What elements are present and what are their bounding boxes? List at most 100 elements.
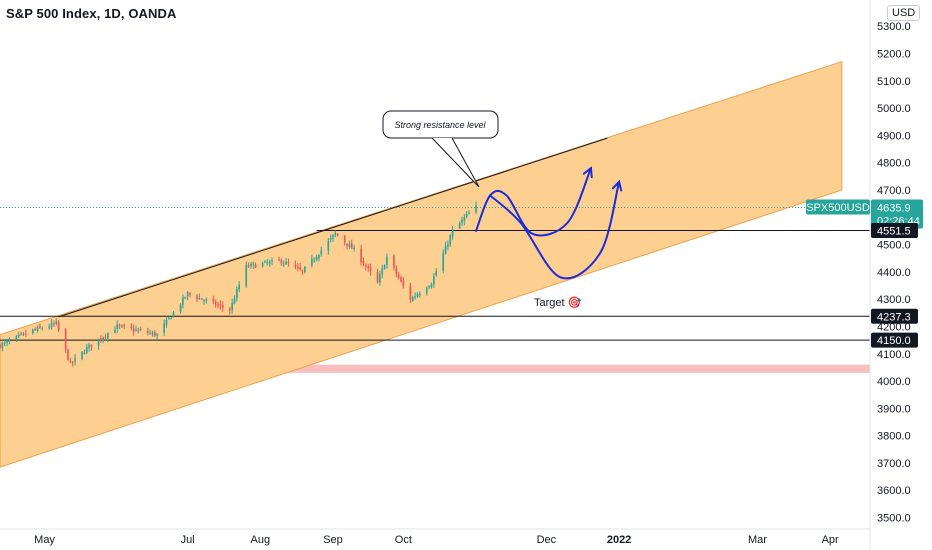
currency-button[interactable]: USD bbox=[887, 5, 921, 21]
candle-body bbox=[360, 248, 362, 263]
candle-body bbox=[458, 222, 461, 229]
candle-body bbox=[294, 264, 297, 267]
price-tick-label: 3500.0 bbox=[877, 513, 911, 525]
candle-body bbox=[233, 299, 236, 304]
candle-body bbox=[186, 292, 189, 297]
candle-body bbox=[39, 326, 41, 328]
candle-body bbox=[97, 339, 100, 346]
candle-body bbox=[301, 270, 304, 272]
price-tick-label: 5000.0 bbox=[877, 103, 911, 115]
candle-body bbox=[381, 268, 384, 275]
candle-body bbox=[329, 237, 332, 240]
candle-body bbox=[425, 288, 428, 294]
price-axis: 3500.0 3600.0 3700.0 3800.0 3900.0 4000.0 4100… bbox=[877, 21, 911, 524]
projection-layer bbox=[475, 166, 623, 280]
time-axis: May Jul Aug Sep Oct Dec 2022 Mar Apr bbox=[34, 534, 839, 546]
candle-body bbox=[168, 317, 170, 319]
price-tick-label: 4900.0 bbox=[877, 130, 911, 142]
candle-body bbox=[163, 323, 165, 333]
candle-body bbox=[353, 247, 355, 250]
last-price-tag-bg bbox=[871, 199, 923, 229]
candle-body bbox=[409, 285, 412, 301]
projection-arrowhead-1 bbox=[582, 166, 593, 179]
candle-body bbox=[8, 340, 11, 343]
price-tick-label: 4500.0 bbox=[877, 240, 911, 252]
candle-body bbox=[386, 256, 388, 265]
candle-body bbox=[268, 261, 271, 264]
candle-body bbox=[376, 271, 379, 282]
candle-body bbox=[395, 268, 398, 274]
candle-body bbox=[327, 240, 330, 251]
candle-body bbox=[123, 325, 126, 327]
projection-arrowhead-2 bbox=[611, 179, 623, 192]
candle-body bbox=[57, 321, 60, 331]
candle-body bbox=[252, 263, 255, 265]
candle-body bbox=[343, 236, 346, 243]
projection-path-2 bbox=[489, 180, 621, 280]
candle-body bbox=[170, 317, 173, 319]
candle-body bbox=[153, 331, 156, 336]
time-tick-label: Dec bbox=[537, 534, 557, 546]
candle-body bbox=[6, 340, 8, 343]
candle-body bbox=[411, 296, 414, 301]
candle-body bbox=[444, 245, 447, 254]
candle-body bbox=[332, 234, 334, 239]
candle-body bbox=[48, 326, 51, 329]
candle-body bbox=[165, 319, 168, 325]
candle-body bbox=[430, 284, 433, 288]
level-tag: 4237.3 bbox=[877, 311, 911, 323]
candle-body bbox=[254, 264, 257, 268]
candle-body bbox=[465, 214, 468, 217]
candle-body bbox=[83, 352, 86, 354]
support-zone-layer bbox=[0, 364, 870, 373]
candle-body bbox=[285, 261, 287, 265]
candle-body bbox=[261, 262, 264, 267]
candle-body bbox=[132, 328, 135, 332]
candle-body bbox=[214, 301, 217, 306]
callout-pointer bbox=[431, 137, 480, 188]
chart-title: S&P 500 Index, 1D, OANDA bbox=[6, 6, 177, 21]
candle-body bbox=[17, 334, 20, 336]
candle-body bbox=[200, 298, 203, 300]
candle-body bbox=[315, 257, 318, 261]
candles-layer bbox=[0, 201, 477, 367]
candle-body bbox=[67, 349, 69, 360]
candle-body bbox=[135, 329, 137, 331]
last-price-tag: 4635.9 bbox=[877, 202, 911, 214]
candle-body bbox=[311, 258, 313, 266]
price-tick-label: 3600.0 bbox=[877, 485, 911, 497]
candle-body bbox=[250, 263, 252, 266]
candle-body bbox=[278, 259, 280, 261]
price-tick-label: 4700.0 bbox=[877, 185, 911, 197]
price-tick-label: 5100.0 bbox=[877, 76, 911, 88]
level-tag-bg bbox=[871, 223, 918, 239]
candle-body bbox=[449, 235, 452, 245]
candle-body bbox=[217, 304, 219, 306]
time-tick-label: Sep bbox=[323, 534, 343, 546]
candle-body bbox=[107, 333, 109, 339]
candle-body bbox=[130, 326, 133, 329]
symbol-tag: SPX500USD bbox=[806, 202, 870, 214]
candle-body bbox=[182, 297, 184, 305]
candle-body bbox=[266, 262, 269, 264]
horizontal-levels-layer bbox=[0, 230, 870, 341]
candle-body bbox=[433, 276, 435, 285]
candle-body bbox=[264, 261, 266, 263]
candle-body bbox=[428, 286, 430, 288]
time-tick-label: May bbox=[34, 534, 55, 546]
candle-body bbox=[336, 233, 339, 236]
candle-body bbox=[198, 297, 201, 300]
candle-body bbox=[184, 297, 187, 299]
level-tag: 4551.5 bbox=[877, 226, 911, 238]
candle-body bbox=[318, 254, 320, 259]
candle-body bbox=[350, 243, 353, 249]
candle-body bbox=[418, 293, 421, 296]
candle-body bbox=[203, 300, 205, 302]
candle-body bbox=[22, 333, 25, 335]
candle-body bbox=[463, 217, 466, 221]
candle-body bbox=[55, 321, 58, 325]
candle-body bbox=[304, 266, 306, 273]
candle-body bbox=[74, 358, 76, 362]
candle-body bbox=[247, 265, 250, 267]
